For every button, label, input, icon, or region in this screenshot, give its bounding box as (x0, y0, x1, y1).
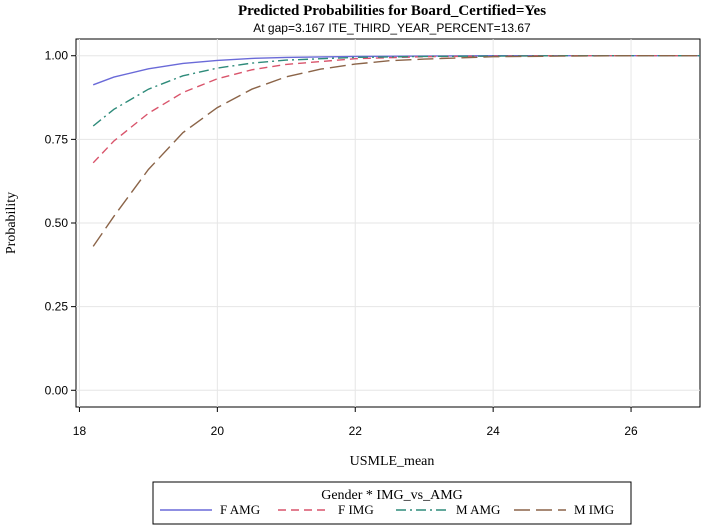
y-tick-label: 0.00 (45, 383, 69, 397)
x-tick-label: 26 (624, 424, 638, 438)
plot-area: 0.00 0.25 0.50 0.75 1.00 18 20 22 24 26 (45, 38, 701, 438)
legend-label: F AMG (220, 502, 260, 517)
y-axis: 0.00 0.25 0.50 0.75 1.00 (45, 49, 76, 397)
x-axis: 18 20 22 24 26 (73, 407, 638, 438)
y-tick-label: 0.50 (45, 216, 69, 230)
y-axis-label: Probability (4, 192, 19, 254)
y-tick-label: 0.25 (45, 300, 69, 314)
legend-label: F IMG (338, 502, 374, 517)
y-tick-label: 0.75 (45, 132, 69, 146)
legend-box (152, 481, 632, 525)
legend-items: F AMG F IMG M AMG M IMG (160, 502, 614, 517)
x-tick-label: 20 (211, 424, 225, 438)
x-tick-label: 22 (349, 424, 363, 438)
x-axis-label: USMLE_mean (350, 454, 435, 469)
legend-title: Gender * IMG_vs_AMG (321, 488, 463, 503)
legend-label: M AMG (456, 502, 500, 517)
x-tick-label: 18 (73, 424, 87, 438)
x-tick-label: 24 (486, 424, 500, 438)
legend-label: M IMG (574, 502, 614, 517)
series-lines (92, 55, 700, 247)
chart-title: Predicted Probabilities for Board_Certif… (238, 3, 546, 19)
y-tick-label: 1.00 (45, 49, 69, 63)
chart-subtitle: At gap=3.167 ITE_THIRD_YEAR_PERCENT=13.6… (253, 21, 531, 35)
legend: Gender * IMG_vs_AMG F AMG F IMG M AMG M IMG (152, 481, 632, 525)
series-line-m-img (92, 55, 700, 247)
